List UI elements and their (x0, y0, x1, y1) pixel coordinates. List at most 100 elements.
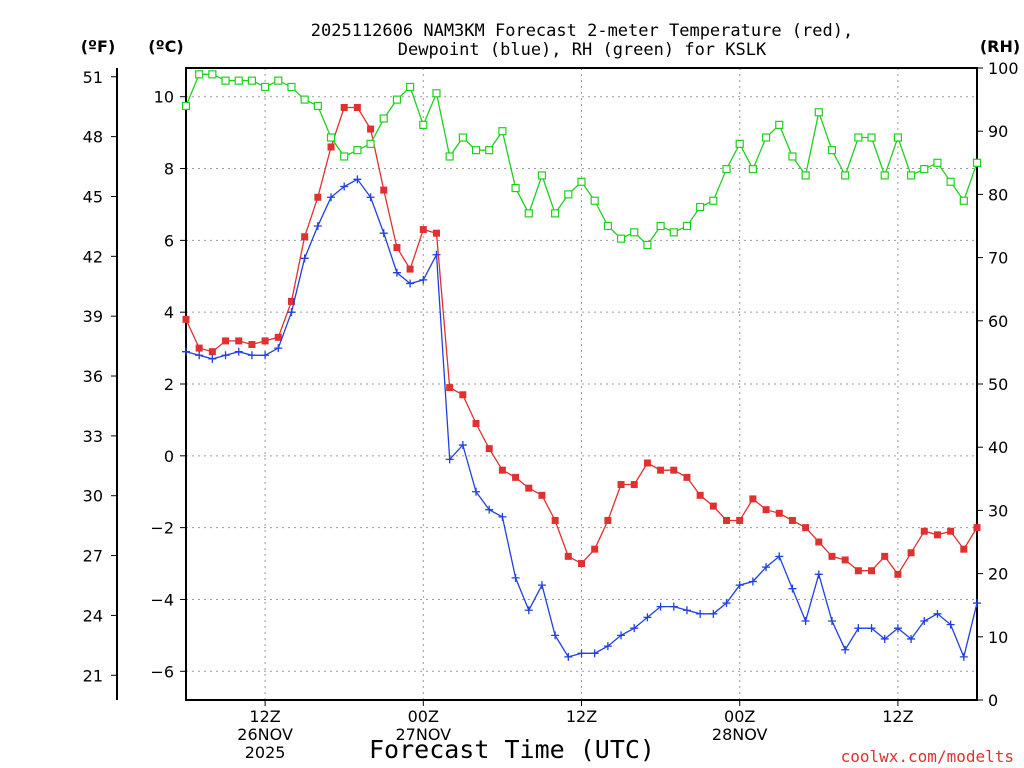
dewpoint-point (551, 631, 560, 640)
dewpoint-point (247, 351, 256, 360)
rh-point (880, 171, 889, 180)
rh-unit-label: (RH) (980, 37, 1020, 56)
temperature-point (498, 466, 506, 474)
dewpoint-point (485, 505, 494, 514)
temperature-point (920, 527, 928, 535)
fahrenheit-tick-label: 45 (83, 187, 103, 206)
temperature-point (525, 484, 533, 492)
rh-tick-label: 60 (988, 312, 1008, 331)
dewpoint-point (669, 602, 678, 611)
rh-tick-label: 0 (988, 691, 998, 710)
temperature-point (802, 524, 810, 532)
dewpoint-point (432, 250, 441, 259)
dewpoint-point (617, 631, 626, 640)
temperature-point (683, 473, 691, 481)
temperature-point (762, 506, 770, 514)
rh-point (709, 196, 718, 205)
rh-point (603, 221, 612, 231)
rh-point (616, 234, 626, 243)
temperature-point (564, 552, 572, 560)
rh-point (208, 70, 217, 79)
rh-point (722, 165, 731, 174)
dewpoint-point (907, 634, 916, 643)
temperature-point (630, 481, 638, 489)
fahrenheit-tick-label: 48 (83, 128, 103, 147)
time-tick-label: 12Z (249, 707, 280, 726)
rh-point (353, 146, 362, 155)
temperature-point (578, 560, 585, 568)
dewpoint-point (735, 581, 744, 590)
rh-tick-label: 10 (988, 628, 1008, 647)
rh-point (511, 183, 520, 193)
dewpoint-point (762, 563, 771, 572)
rh-point (735, 139, 744, 148)
dewpoint-point (841, 645, 850, 654)
temperature-point (775, 509, 783, 517)
rh-point (696, 202, 705, 212)
temperature-point (380, 186, 388, 194)
rh-point (775, 120, 784, 129)
celsius-tick-label: 6 (164, 231, 174, 250)
rh-point (458, 133, 467, 142)
time-tick-label: 27NOV (396, 725, 452, 744)
temperature-point (485, 445, 493, 453)
dewpoint-point (524, 606, 533, 615)
dewpoint-point (590, 649, 599, 658)
temperature-point (301, 233, 309, 241)
rh-point (788, 152, 797, 161)
temperature-point (947, 527, 955, 535)
dewpoint-point (603, 642, 612, 651)
rh-point (906, 171, 916, 180)
time-tick-label: 2025 (245, 743, 286, 762)
dewpoint-point (893, 624, 902, 633)
rh-point (682, 221, 692, 231)
dewpoint-point (313, 222, 322, 230)
dewpoint-point (920, 617, 929, 625)
temperature-point (723, 516, 731, 524)
dewpoint-point (261, 351, 270, 360)
temperature-point (933, 531, 941, 539)
dewpoint-point (234, 347, 243, 356)
rh-point (946, 177, 955, 186)
dewpoint-point (827, 617, 836, 625)
rh-tick-label: 50 (988, 375, 1008, 394)
rh-point (669, 228, 678, 237)
temperature-point (973, 524, 981, 532)
temperature-point (960, 545, 968, 553)
rh-point (300, 95, 309, 104)
dewpoint-point (445, 455, 454, 464)
dewpoint-point (748, 577, 757, 586)
temperature-point (749, 495, 757, 503)
temperature-point (314, 193, 322, 201)
dewpoint-point (814, 570, 823, 579)
dewpoint-point (353, 175, 362, 184)
temperature-point (815, 538, 823, 546)
dewpoint-point (195, 351, 204, 360)
temperature-point (868, 567, 876, 575)
fahrenheit-tick-label: 24 (83, 606, 103, 625)
temperature-point (393, 244, 401, 252)
temperature-point (894, 570, 902, 578)
rh-point (827, 146, 837, 155)
temperature-point (696, 491, 704, 499)
rh-point (920, 165, 929, 174)
fahrenheit-tick-label: 42 (83, 247, 103, 266)
temperature-point (591, 545, 599, 553)
temperature-point (670, 466, 678, 474)
celsius-tick-label: 0 (164, 447, 174, 466)
dewpoint-point (722, 599, 731, 608)
temperature-point (287, 297, 295, 305)
series-dewpoint (182, 175, 981, 661)
temperature-point (881, 552, 889, 560)
rh-tick-label: 80 (988, 185, 1008, 204)
temperature-point (709, 502, 717, 510)
rh-point (656, 221, 665, 231)
fahrenheit-tick-label: 36 (83, 367, 103, 386)
rh-point (972, 158, 982, 167)
rh-point (326, 133, 336, 142)
temperature-point (432, 229, 440, 237)
rh-point (247, 76, 257, 85)
chart-title-line-2: Dewpoint (blue), RH (green) for KSLK (398, 40, 767, 60)
rh-point (630, 228, 639, 237)
temperature-point (222, 337, 230, 345)
